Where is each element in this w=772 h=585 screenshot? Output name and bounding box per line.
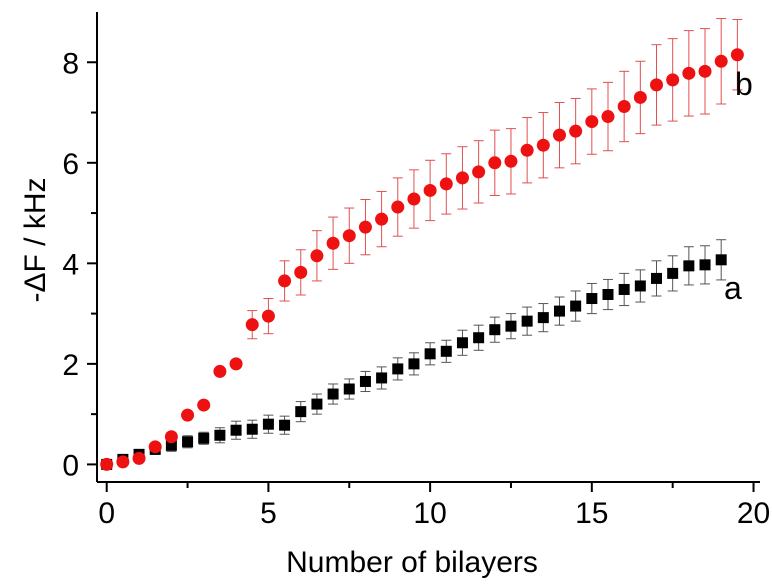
- data-point-b: [569, 124, 583, 138]
- data-point-b: [455, 171, 469, 185]
- data-point-a: [586, 293, 598, 305]
- data-point-a: [667, 267, 679, 279]
- data-point-a: [456, 337, 468, 349]
- data-point-b: [310, 249, 324, 263]
- data-point-a: [198, 432, 210, 444]
- data-point-b: [714, 54, 728, 68]
- data-point-b: [504, 154, 518, 168]
- data-markers: [100, 48, 744, 471]
- data-point-b: [650, 78, 664, 92]
- data-point-a: [602, 289, 614, 301]
- data-point-a: [553, 305, 565, 317]
- data-point-b: [245, 318, 259, 332]
- data-point-b: [439, 177, 453, 191]
- data-point-a: [440, 345, 452, 357]
- data-point-b: [666, 73, 680, 87]
- data-point-a: [715, 254, 727, 266]
- data-point-a: [618, 283, 630, 295]
- axes: [87, 12, 760, 492]
- data-point-a: [165, 439, 177, 451]
- data-point-b: [261, 309, 275, 323]
- data-point-b: [213, 364, 227, 378]
- data-point-a: [295, 406, 307, 418]
- data-point-a: [651, 272, 663, 284]
- data-point-a: [489, 324, 501, 336]
- data-point-a: [683, 260, 695, 272]
- data-point-b: [682, 66, 696, 80]
- data-point-b: [391, 200, 405, 214]
- data-point-b: [229, 357, 243, 371]
- data-point-b: [520, 143, 534, 157]
- data-point-a: [505, 320, 517, 332]
- data-point-a: [246, 423, 258, 435]
- data-point-b: [536, 138, 550, 152]
- data-point-a: [392, 363, 404, 375]
- y-tick-label: 8: [62, 47, 79, 80]
- data-point-b: [148, 440, 162, 454]
- x-tick-label: 10: [413, 497, 446, 530]
- data-point-b: [375, 212, 389, 226]
- data-point-b: [633, 90, 647, 104]
- data-point-b: [617, 100, 631, 114]
- data-point-b: [342, 229, 356, 243]
- data-point-b: [100, 457, 114, 471]
- data-point-a: [537, 312, 549, 324]
- data-point-a: [214, 429, 226, 441]
- data-point-b: [601, 110, 615, 124]
- data-point-b: [294, 265, 308, 279]
- data-point-b: [326, 236, 340, 250]
- data-point-a: [408, 358, 420, 370]
- x-tick-label: 0: [98, 497, 115, 530]
- x-tick-label: 5: [260, 497, 277, 530]
- data-point-a: [359, 375, 371, 387]
- data-point-b: [197, 398, 211, 412]
- data-point-a: [230, 424, 242, 436]
- data-point-b: [181, 408, 195, 422]
- data-point-b: [407, 192, 421, 206]
- x-axis-label: Number of bilayers: [286, 546, 538, 579]
- data-point-b: [698, 64, 712, 78]
- data-point-a: [262, 418, 274, 430]
- data-point-b: [116, 455, 130, 469]
- data-point-b: [132, 451, 146, 465]
- data-point-b: [552, 128, 566, 142]
- data-point-a: [473, 332, 485, 344]
- data-point-b: [585, 115, 599, 129]
- y-axis-label: -ΔF / kHz: [19, 177, 52, 302]
- error-bars: [101, 18, 743, 468]
- data-point-a: [521, 315, 533, 327]
- data-point-a: [376, 372, 388, 384]
- tick-labels: 0 5 10 15 20 0 2 4 6 8: [62, 47, 770, 530]
- data-point-b: [423, 183, 437, 197]
- y-tick-label: 6: [62, 148, 79, 181]
- data-point-a: [279, 419, 291, 431]
- series-a-label: a: [724, 270, 742, 306]
- data-point-b: [730, 48, 744, 62]
- data-point-a: [570, 300, 582, 312]
- data-point-a: [424, 348, 436, 360]
- x-tick-label: 20: [737, 497, 770, 530]
- y-tick-label: 2: [62, 349, 79, 382]
- y-tick-label: 4: [62, 248, 79, 281]
- data-point-b: [278, 274, 292, 288]
- data-point-a: [634, 280, 646, 292]
- data-point-a: [182, 436, 194, 448]
- data-point-a: [327, 388, 339, 400]
- data-point-b: [358, 220, 372, 234]
- data-point-b: [488, 156, 502, 170]
- data-point-a: [699, 259, 711, 271]
- y-tick-label: 0: [62, 449, 79, 482]
- data-point-b: [472, 165, 486, 179]
- data-point-a: [343, 383, 355, 395]
- x-tick-label: 15: [575, 497, 608, 530]
- series-b-label: b: [735, 66, 753, 102]
- data-point-a: [311, 398, 323, 410]
- data-point-b: [164, 430, 178, 444]
